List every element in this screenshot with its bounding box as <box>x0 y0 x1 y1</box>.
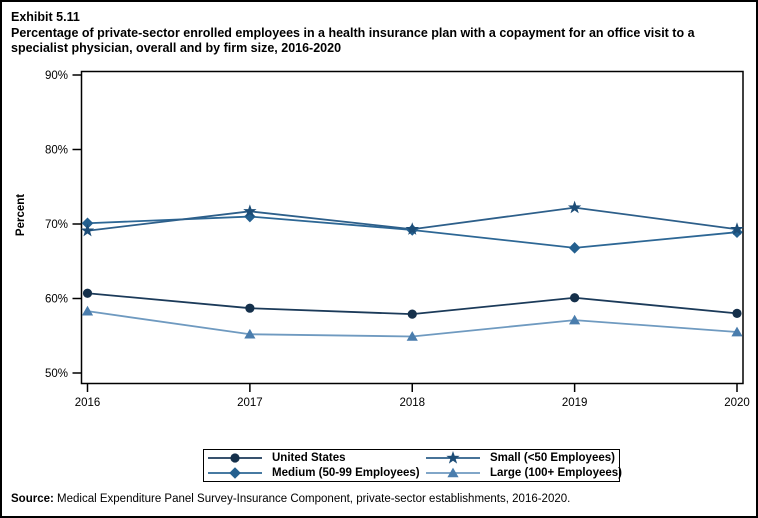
star-marker <box>730 222 744 235</box>
x-tick-label: 2020 <box>724 397 750 409</box>
circle-legend-swatch <box>208 453 262 463</box>
legend-item-united-states: United States <box>208 451 426 466</box>
y-tick-label: 90% <box>45 70 68 82</box>
x-tick-label: 2019 <box>562 397 588 409</box>
legend: United States Small (<50 Employees) Medium… <box>203 449 622 482</box>
title-block: Exhibit 5.11 Percentage of private-secto… <box>11 10 753 56</box>
circle-marker <box>230 453 240 463</box>
x-tick-label: 2018 <box>399 397 425 409</box>
series-markers-small-50-employees <box>80 200 744 237</box>
legend-label: United States <box>272 452 346 464</box>
y-tick-label: 50% <box>45 368 68 380</box>
diamond-marker <box>81 217 94 230</box>
source-label: Source: <box>11 493 54 505</box>
circle-marker <box>245 303 255 313</box>
legend-label: Medium (50-99 Employees) <box>272 467 420 479</box>
exhibit-label: Exhibit 5.11 <box>11 10 80 24</box>
star-marker <box>80 223 95 237</box>
triangle-marker <box>569 314 581 325</box>
y-tick-label: 80% <box>45 145 68 157</box>
chart-title: Percentage of private-sector enrolled em… <box>11 26 695 55</box>
legend-item-small-50-employees: Small (<50 Employees) <box>426 451 622 466</box>
diamond-marker <box>568 242 581 254</box>
x-axis: 2016 2017 2018 2019 2020 <box>75 383 750 409</box>
triangle-marker <box>447 467 459 478</box>
legend-item-large-100-employees: Large (100+ Employees) <box>426 466 622 481</box>
legend-label: Large (100+ Employees) <box>490 467 622 479</box>
triangle-marker <box>731 326 743 337</box>
triangle-marker <box>81 305 94 316</box>
star-marker <box>405 222 419 235</box>
line-chart-canvas: 50% 60% 70% 80% 90% 2016 2017 2018 2019 2020 Perce… <box>15 70 750 409</box>
diamond-marker <box>731 226 743 238</box>
y-axis: 50% 60% 70% 80% 90% <box>45 70 82 380</box>
source-text: Medical Expenditure Panel Survey-Insuran… <box>57 493 571 505</box>
triangle-marker <box>244 328 256 339</box>
y-tick-label: 60% <box>45 294 68 306</box>
star-legend-swatch <box>426 451 480 464</box>
diamond-legend-swatch <box>208 467 262 479</box>
circle-marker <box>82 288 93 298</box>
x-tick-label: 2017 <box>237 397 263 409</box>
legend-item-medium-50-99-employees: Medium (50-99 Employees) <box>208 466 426 481</box>
star-marker <box>243 204 257 217</box>
circle-marker <box>570 293 580 303</box>
x-tick-label: 2016 <box>75 397 101 409</box>
y-axis-title: Percent <box>15 194 27 236</box>
triangle-legend-swatch <box>426 467 480 478</box>
circle-marker <box>732 308 742 318</box>
star-marker <box>446 451 460 464</box>
triangle-marker <box>406 331 418 341</box>
circle-marker <box>407 309 417 319</box>
source-line: Source: Medical Expenditure Panel Survey… <box>11 493 751 505</box>
series-markers-united-states <box>82 288 742 319</box>
y-tick-label: 70% <box>45 219 68 231</box>
star-marker <box>567 200 582 214</box>
series-markers-large-100-employees <box>81 305 743 341</box>
legend-label: Small (<50 Employees) <box>490 452 615 464</box>
diamond-marker <box>229 467 241 479</box>
